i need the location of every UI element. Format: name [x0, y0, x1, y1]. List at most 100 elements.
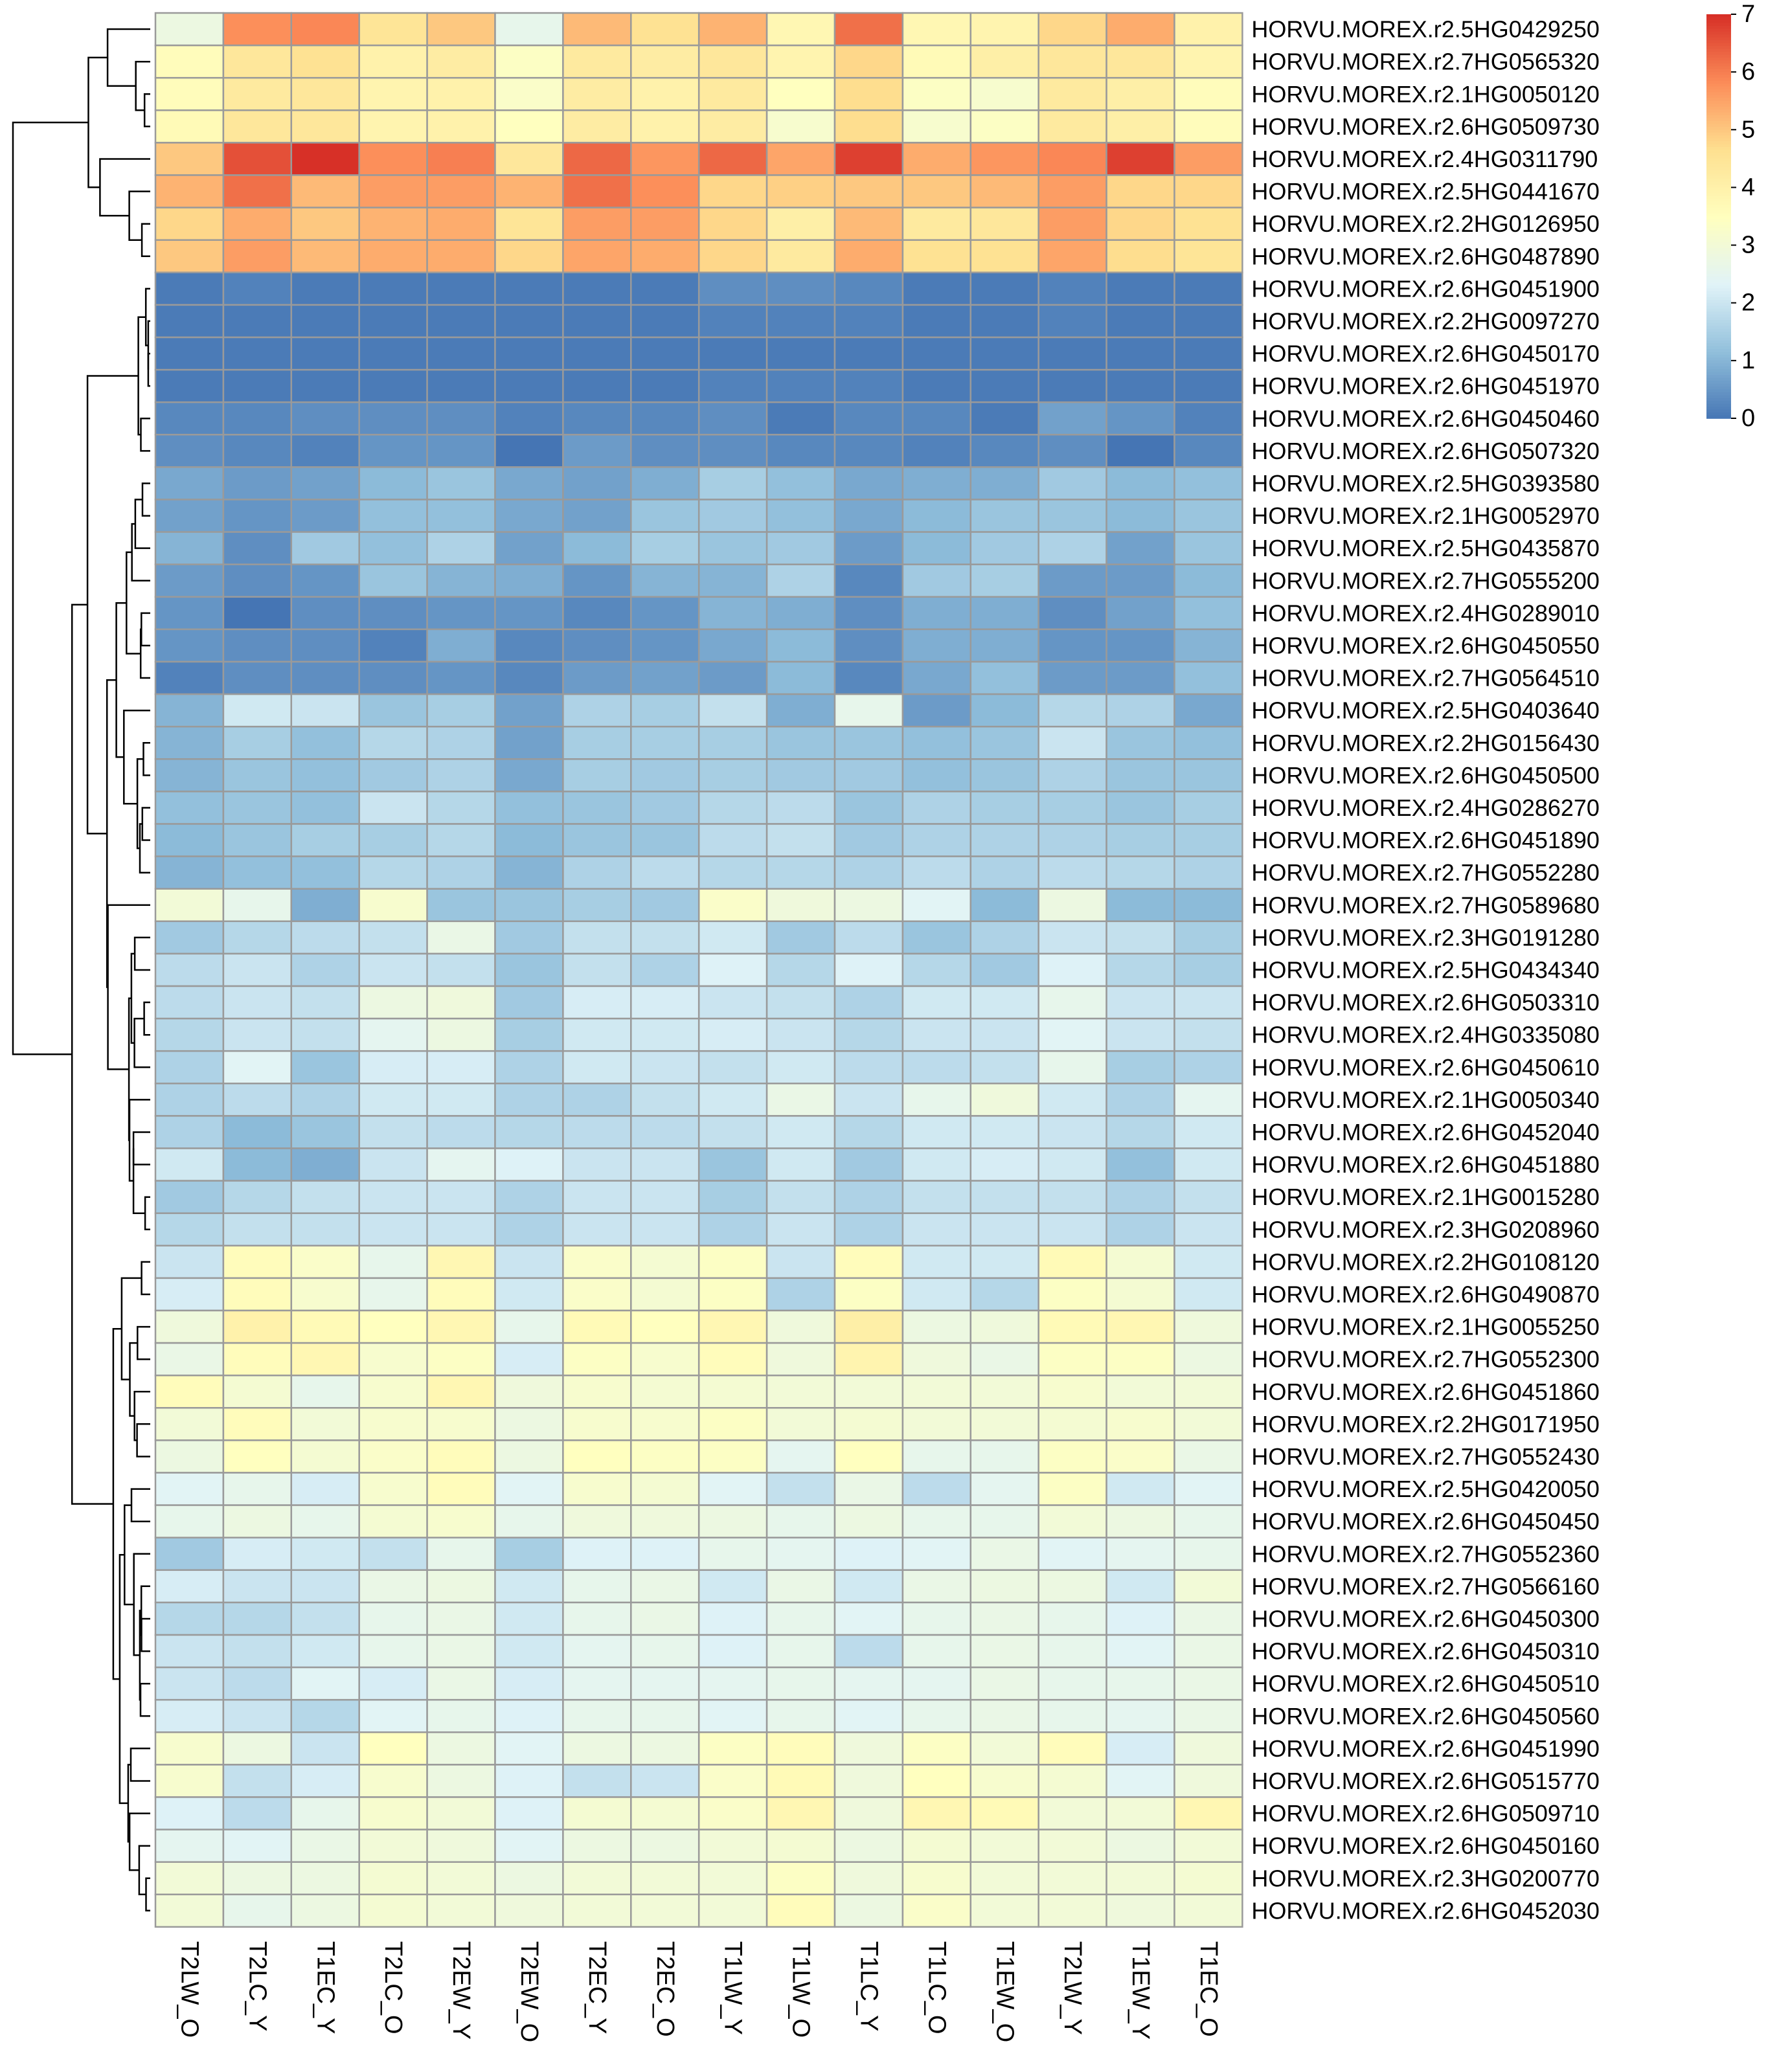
heatmap-cell [1173, 660, 1243, 695]
heatmap-cell [630, 1309, 700, 1344]
heatmap-cell [1173, 499, 1243, 533]
heatmap-cell [358, 985, 428, 1020]
row-label: HORVU.MOREX.r2.5HG0429250 [1251, 16, 1600, 43]
heatmap-cell [1173, 920, 1243, 955]
heatmap-cell [697, 1050, 768, 1085]
row-label: HORVU.MOREX.r2.6HG0450560 [1251, 1703, 1600, 1729]
heatmap-cell [562, 271, 632, 306]
heatmap-cell [222, 1050, 293, 1085]
row-label: HORVU.MOREX.r2.6HG0451970 [1251, 373, 1600, 400]
heatmap-cell [969, 888, 1039, 923]
row-label: HORVU.MOREX.r2.5HG0434340 [1251, 956, 1600, 983]
column-label: T1LW_O [787, 1941, 815, 2038]
heatmap-cell [222, 1212, 293, 1247]
heatmap-cell [1173, 434, 1243, 468]
heatmap-cell [222, 271, 293, 306]
heatmap-cell [1037, 1504, 1107, 1538]
heatmap-cell [765, 1472, 836, 1506]
heatmap-cell [358, 1504, 428, 1538]
heatmap-cell [290, 1083, 360, 1117]
heatmap-cell [1105, 368, 1175, 403]
heatmap-cell [358, 1893, 428, 1928]
heatmap-cell [630, 76, 700, 111]
heatmap-cell [697, 596, 768, 631]
heatmap-cell [426, 174, 496, 208]
legend-swatch [1706, 40, 1731, 44]
heatmap-cell [222, 207, 293, 241]
row-label: HORVU.MOREX.r2.1HG0015280 [1251, 1184, 1600, 1210]
heatmap-cell [833, 401, 904, 436]
heatmap-cell [222, 531, 293, 565]
legend-swatch [1706, 175, 1731, 179]
heatmap-cell [833, 1698, 904, 1733]
heatmap-cell [969, 368, 1039, 403]
heatmap-cell [1173, 368, 1243, 403]
heatmap-cell [358, 758, 428, 793]
heatmap-cell [1173, 823, 1243, 857]
heatmap-cell [1173, 1861, 1243, 1896]
heatmap-cell [969, 1472, 1039, 1506]
heatmap-cell [562, 239, 632, 274]
heatmap-cell [426, 44, 496, 79]
heatmap-cell [290, 758, 360, 793]
heatmap-cell [630, 1083, 700, 1117]
column-label: T2EW_O [515, 1941, 543, 2042]
row-label: HORVU.MOREX.r2.6HG0451860 [1251, 1379, 1600, 1405]
dendrogram-branch [136, 1423, 150, 1458]
heatmap-cell [222, 1829, 293, 1863]
heatmap-cell [562, 1180, 632, 1214]
legend-swatch [1706, 409, 1731, 413]
heatmap-cell [222, 1147, 293, 1182]
heatmap-cell [630, 758, 700, 793]
heatmap-cell [1037, 531, 1107, 565]
heatmap-cell [1105, 271, 1175, 306]
heatmap-cell [154, 1147, 225, 1182]
heatmap-cell [901, 531, 972, 565]
heatmap-cell [426, 725, 496, 760]
heatmap-cell [426, 1537, 496, 1571]
heatmap-cell [426, 142, 496, 176]
heatmap-cell [222, 985, 293, 1020]
heatmap-cell [222, 1569, 293, 1604]
heatmap-cell [765, 1634, 836, 1669]
heatmap-cell [630, 1893, 700, 1928]
heatmap-cell [154, 1731, 225, 1766]
heatmap-cell [901, 304, 972, 339]
heatmap-cell [1105, 12, 1175, 47]
heatmap-cell [1173, 401, 1243, 436]
heatmap-cell [765, 1666, 836, 1701]
heatmap-cell [562, 1050, 632, 1085]
heatmap-cell [562, 1115, 632, 1149]
heatmap-cell [426, 1731, 496, 1766]
heatmap-cell [765, 628, 836, 663]
heatmap-cell [969, 304, 1039, 339]
row-label: HORVU.MOREX.r2.3HG0191280 [1251, 924, 1600, 951]
row-label: HORVU.MOREX.r2.6HG0452040 [1251, 1119, 1600, 1145]
heatmap-cell [426, 466, 496, 501]
column-label: T2LC_O [380, 1941, 407, 2034]
legend-swatch [1706, 231, 1731, 234]
heatmap-cell [1173, 1374, 1243, 1409]
heatmap-cell [630, 1277, 700, 1312]
column-label: T2LW_O [176, 1941, 203, 2038]
heatmap-cell [1173, 1569, 1243, 1604]
row-label: HORVU.MOREX.r2.6HG0487890 [1251, 243, 1600, 269]
heatmap-cell [901, 368, 972, 403]
heatmap-cell [154, 758, 225, 793]
legend-tick-label: 1 [1741, 347, 1755, 374]
heatmap-cell [1037, 1764, 1107, 1798]
heatmap-cell [222, 1796, 293, 1830]
column-label: T2LW_Y [1059, 1941, 1086, 2035]
heatmap-cell [901, 239, 972, 274]
heatmap-cell [154, 693, 225, 728]
legend-swatch [1706, 100, 1731, 104]
heatmap-cell [1037, 76, 1107, 111]
heatmap-cell [1173, 76, 1243, 111]
heatmap-cell [765, 693, 836, 728]
heatmap-cell [630, 628, 700, 663]
row-label: HORVU.MOREX.r2.7HG0565320 [1251, 49, 1600, 75]
heatmap-cell [1105, 855, 1175, 890]
heatmap-cell [765, 1829, 836, 1863]
legend-swatch [1706, 78, 1731, 82]
heatmap-cell [222, 466, 293, 501]
